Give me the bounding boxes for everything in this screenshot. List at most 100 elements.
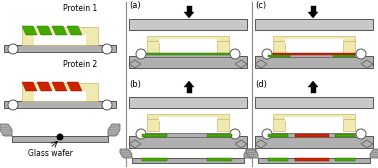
Bar (273, 41, 285, 53)
Bar (129, 97, 247, 108)
Bar (132, 158, 244, 163)
Text: (d): (d) (255, 80, 267, 89)
Polygon shape (235, 140, 247, 148)
Bar (147, 41, 159, 53)
Polygon shape (129, 140, 141, 148)
Polygon shape (37, 26, 52, 35)
Text: (b): (b) (129, 80, 141, 89)
Bar (147, 119, 159, 131)
Bar (159, 39, 217, 43)
Bar (207, 158, 232, 161)
Bar (343, 119, 355, 131)
Text: Protein 1: Protein 1 (63, 4, 97, 13)
Polygon shape (186, 6, 192, 12)
Bar (137, 133, 237, 137)
Bar (129, 19, 247, 30)
Circle shape (102, 44, 112, 54)
Bar (137, 53, 237, 57)
Polygon shape (310, 87, 316, 93)
Circle shape (8, 100, 18, 110)
Bar (34, 35, 86, 45)
Bar (255, 136, 373, 148)
Bar (207, 134, 232, 137)
Polygon shape (246, 149, 258, 158)
Circle shape (136, 129, 146, 139)
Bar (147, 53, 229, 55)
Text: (a): (a) (129, 1, 141, 10)
Circle shape (136, 49, 146, 59)
Bar (268, 55, 290, 57)
Polygon shape (186, 87, 192, 93)
Circle shape (57, 134, 63, 140)
Polygon shape (184, 81, 194, 87)
Polygon shape (310, 6, 316, 12)
Polygon shape (255, 60, 267, 68)
Bar (343, 41, 355, 53)
Bar (142, 158, 167, 161)
Bar (295, 134, 329, 137)
Polygon shape (308, 81, 318, 87)
Bar (217, 119, 229, 131)
Bar (268, 158, 288, 161)
Bar (129, 56, 247, 68)
Bar (34, 91, 86, 101)
Text: Glass wafer: Glass wafer (28, 149, 73, 158)
Bar (22, 27, 98, 45)
Polygon shape (255, 140, 267, 148)
Bar (22, 83, 98, 101)
Bar (285, 39, 343, 43)
Circle shape (262, 129, 272, 139)
Polygon shape (67, 82, 82, 91)
Bar (268, 134, 288, 137)
Circle shape (230, 49, 240, 59)
Polygon shape (22, 26, 37, 35)
Bar (147, 36, 229, 41)
Bar (335, 158, 355, 161)
Polygon shape (308, 12, 318, 18)
Bar (4, 45, 116, 52)
Polygon shape (370, 149, 378, 158)
Polygon shape (244, 149, 256, 158)
Bar (263, 133, 363, 137)
Circle shape (230, 129, 240, 139)
Text: (c): (c) (255, 1, 266, 10)
Polygon shape (184, 12, 194, 18)
Polygon shape (361, 140, 373, 148)
Bar (295, 158, 329, 161)
Bar (255, 19, 373, 30)
Polygon shape (22, 82, 37, 91)
Bar (333, 55, 355, 57)
Polygon shape (37, 82, 52, 91)
Bar (255, 56, 373, 68)
Circle shape (356, 129, 366, 139)
Bar (12, 136, 108, 142)
Polygon shape (129, 60, 141, 68)
Polygon shape (235, 60, 247, 68)
Bar (273, 36, 355, 41)
Bar (4, 101, 116, 108)
Polygon shape (52, 82, 67, 91)
Bar (258, 158, 370, 163)
Bar (273, 114, 355, 119)
Bar (142, 134, 167, 137)
Bar (129, 136, 247, 148)
Polygon shape (52, 26, 67, 35)
Bar (273, 119, 285, 131)
Bar (159, 117, 217, 121)
Bar (273, 53, 355, 55)
Polygon shape (361, 60, 373, 68)
Bar (147, 114, 229, 119)
Polygon shape (108, 124, 120, 136)
Text: Protein 2: Protein 2 (63, 60, 97, 69)
Circle shape (262, 49, 272, 59)
Circle shape (102, 100, 112, 110)
Bar (263, 53, 363, 57)
Circle shape (8, 44, 18, 54)
Bar (255, 97, 373, 108)
Polygon shape (0, 124, 12, 136)
Bar (335, 134, 355, 137)
Circle shape (356, 49, 366, 59)
Polygon shape (67, 26, 82, 35)
Bar (217, 41, 229, 53)
Bar (285, 117, 343, 121)
